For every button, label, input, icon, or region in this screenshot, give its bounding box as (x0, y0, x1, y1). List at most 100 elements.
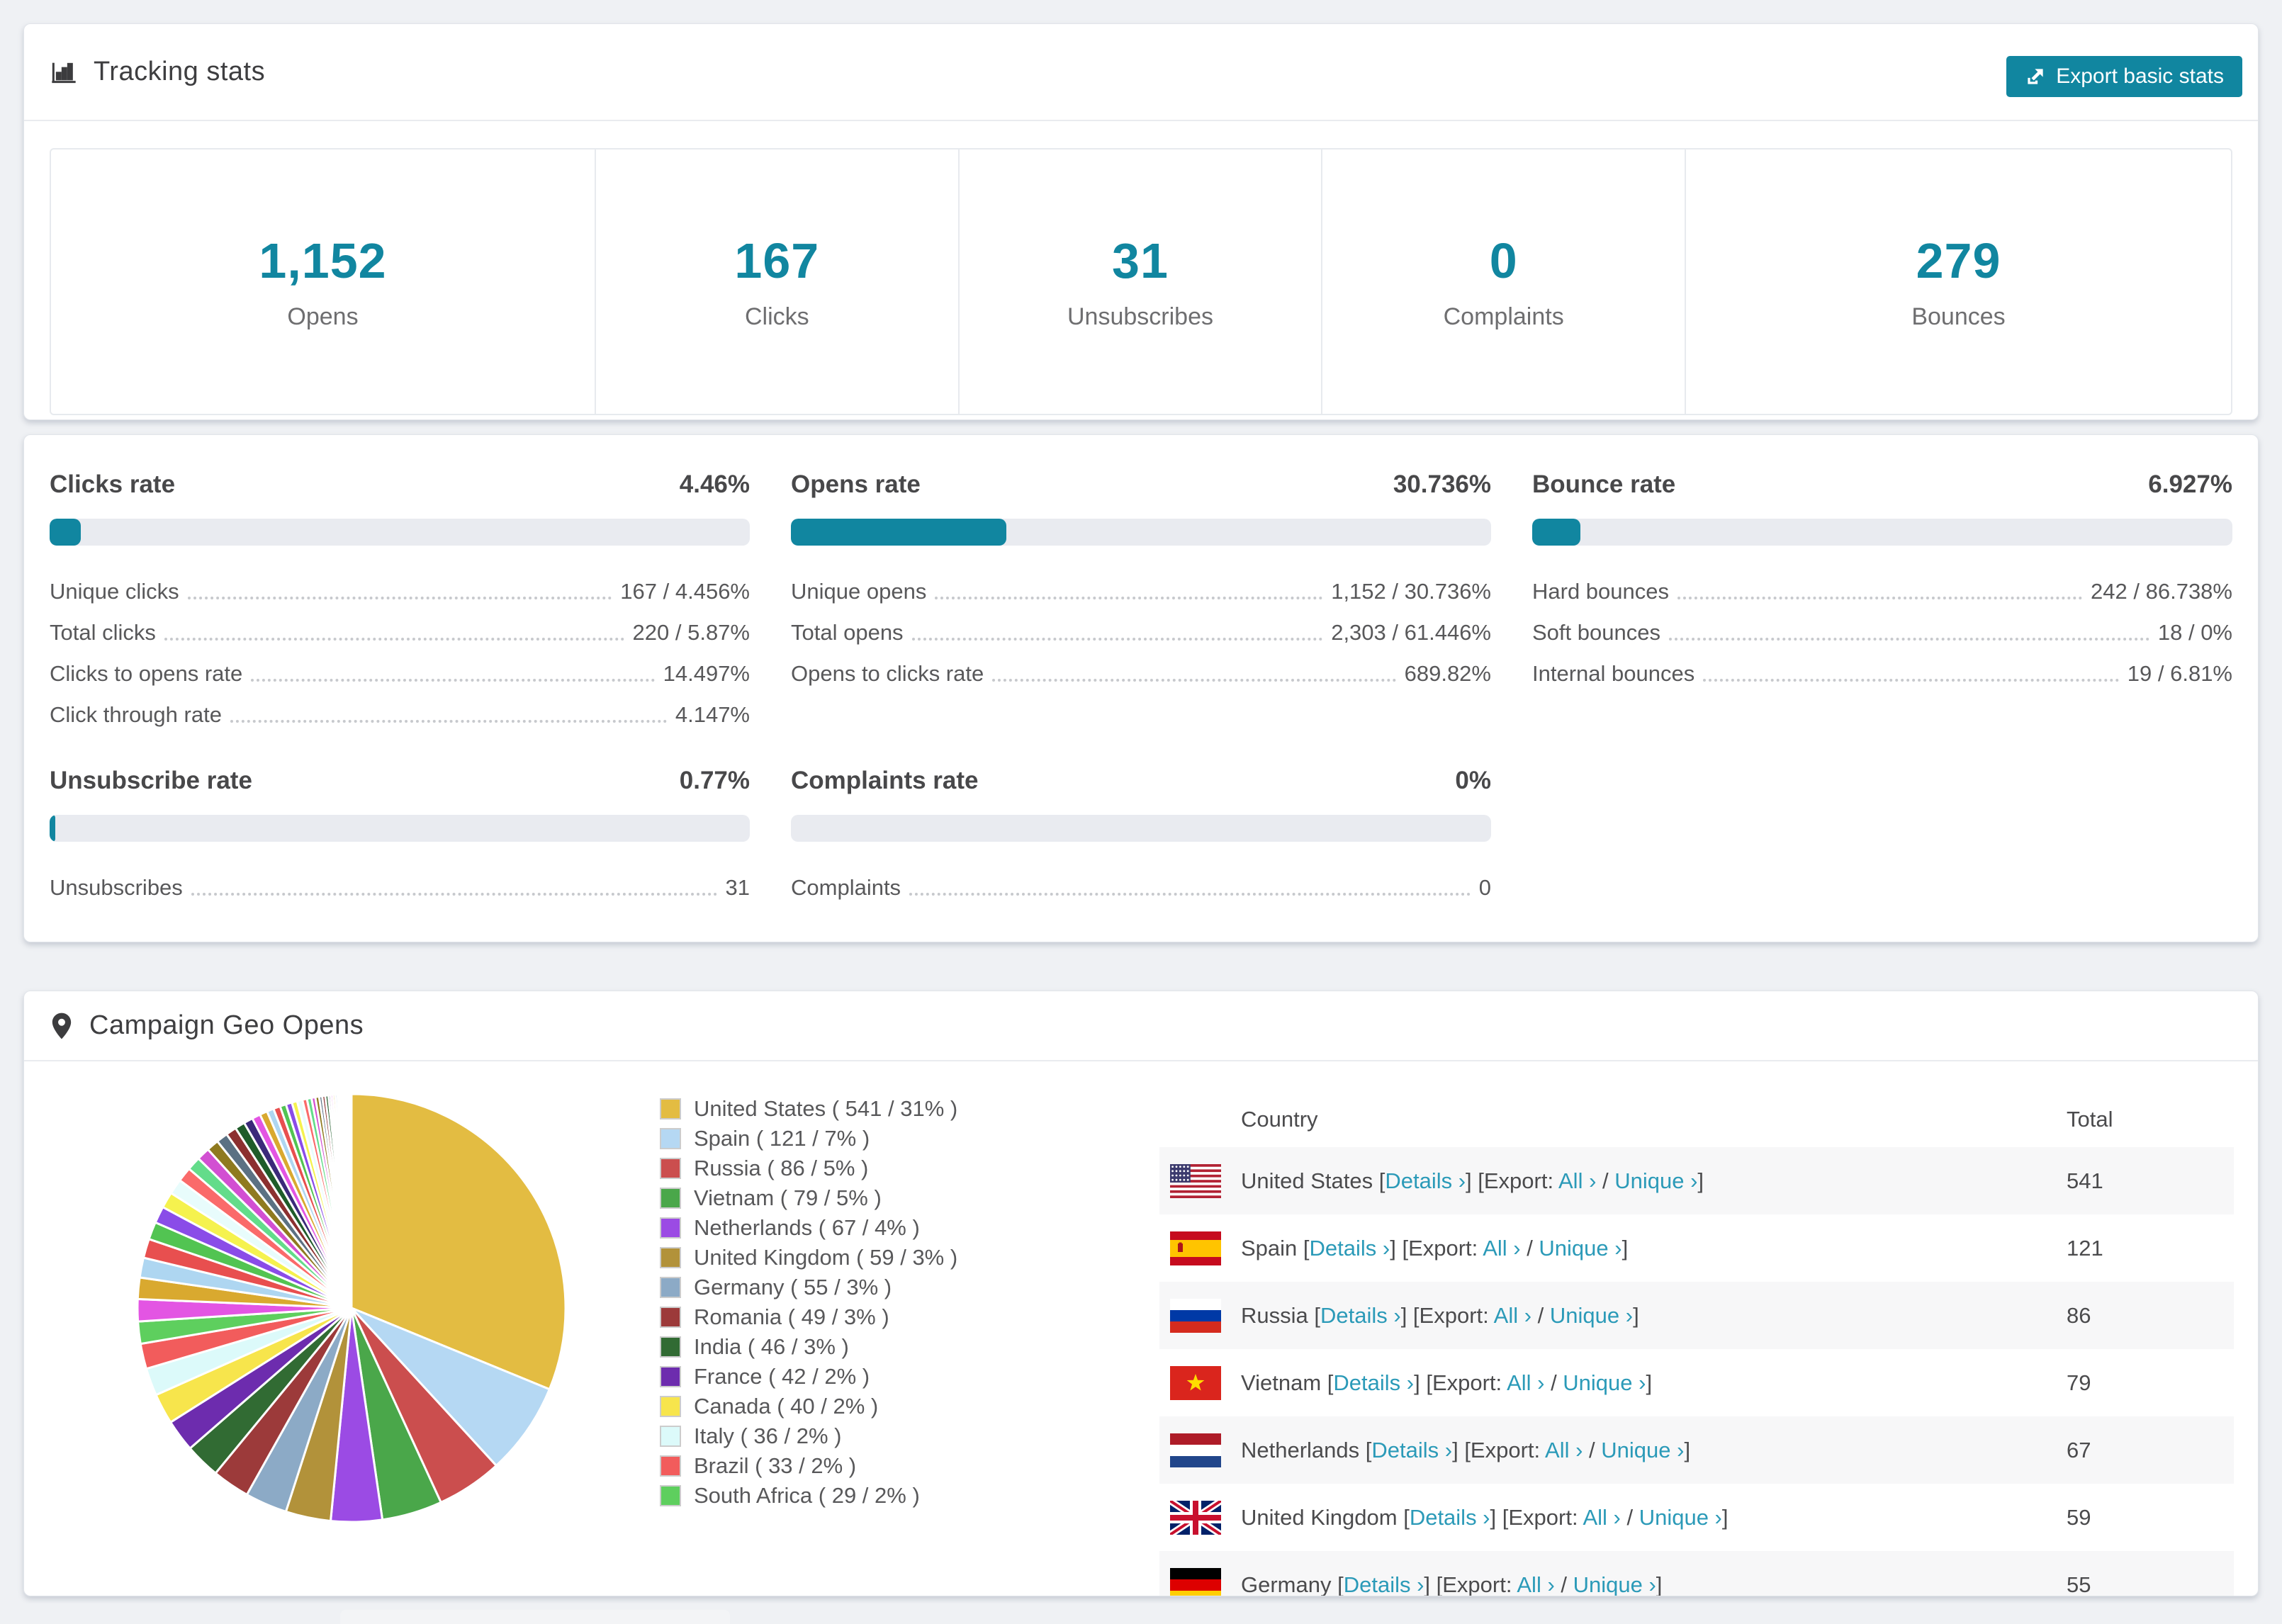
geo-table-row-germany: Germany [Details ›] [Export: All › / Uni… (1159, 1551, 2234, 1596)
export-unique-link[interactable]: Unique › (1573, 1572, 1656, 1596)
rate-progress-fill (1532, 519, 1581, 546)
country-name: Vietnam (1241, 1370, 1322, 1395)
detail-row-soft-bounces: Soft bounces 18 / 0% (1532, 612, 2232, 653)
geo-table: Country Total United States [Details ›] … (1159, 1092, 2234, 1596)
rate-header: Clicks rate 4.46% (50, 470, 750, 502)
legend-label: Romania ( 49 / 3% ) (694, 1304, 889, 1329)
export-unique-link[interactable]: Unique › (1614, 1168, 1698, 1193)
legend-label: France ( 42 / 2% ) (694, 1364, 870, 1389)
geo-header: Campaign Geo Opens (24, 991, 2258, 1061)
tracking-stats-header: Tracking stats Export basic stats (24, 24, 2258, 121)
geo-row-label: United Kingdom [Details ›] [Export: All … (1241, 1504, 1729, 1530)
geo-row-total: 67 (2067, 1437, 2091, 1462)
stat-card-clicks: 167 Clicks (596, 150, 960, 414)
rate-progress-fill (791, 519, 1006, 546)
dotted-leader (909, 893, 1471, 896)
legend-item-india: India ( 46 / 3% ) (660, 1332, 1142, 1362)
stat-value: 167 (734, 233, 820, 288)
rates-grid: Clicks rate 4.46% Unique clicks 167 / 4.456… (24, 435, 2258, 908)
stat-label: Clicks (744, 303, 809, 330)
stat-value: 31 (1112, 233, 1169, 288)
detail-value: 14.497% (663, 661, 750, 686)
details-link[interactable]: Details › (1343, 1572, 1424, 1596)
details-link[interactable]: Details › (1320, 1302, 1401, 1328)
detail-value: 31 (725, 875, 750, 900)
rate-progress-bar (791, 519, 1491, 546)
details-link[interactable]: Details › (1409, 1504, 1490, 1530)
stat-label: Bounces (1911, 303, 2006, 330)
flag-es-icon (1170, 1231, 1221, 1265)
flag-vn-icon (1170, 1365, 1221, 1400)
pie-slice-spain (350, 1307, 551, 1467)
below-fold-element (340, 1610, 730, 1624)
geo-row-label: Germany [Details ›] [Export: All › / Uni… (1241, 1572, 1663, 1596)
geo-table-row-united-states: United States [Details ›] [Export: All ›… (1159, 1147, 2234, 1214)
legend-label: India ( 46 / 3% ) (694, 1334, 849, 1359)
rate-details: Hard bounces 242 / 86.738% Soft bounces 18 … (1532, 571, 2232, 694)
rate-details: Unique clicks 167 / 4.456% Total clicks 220… (50, 571, 750, 735)
stat-card-opens: 1,152 Opens (51, 150, 596, 414)
export-basic-stats-button[interactable]: Export basic stats (2006, 56, 2242, 97)
legend-swatch (660, 1455, 681, 1477)
rate-block-clicks-rate: Clicks rate 4.46% Unique clicks 167 / 4.456… (50, 470, 750, 735)
details-link[interactable]: Details › (1385, 1168, 1466, 1193)
export-unique-link[interactable]: Unique › (1549, 1302, 1634, 1328)
rate-progress-fill (50, 519, 82, 546)
legend-swatch (660, 1158, 681, 1179)
export-all-link[interactable]: All › (1507, 1370, 1545, 1395)
dotted-leader (1703, 679, 2119, 682)
legend-label: Germany ( 55 / 3% ) (694, 1275, 892, 1299)
rate-value: 0.77% (679, 767, 750, 794)
detail-row-unsubscribes: Unsubscribes 31 (50, 867, 750, 908)
stat-value: 1,152 (259, 233, 387, 288)
detail-row-clicks-to-opens-rate: Clicks to opens rate 14.497% (50, 653, 750, 694)
legend-label: United Kingdom ( 59 / 3% ) (694, 1245, 958, 1270)
stat-value: 279 (1916, 233, 2001, 288)
details-link[interactable]: Details › (1333, 1370, 1415, 1395)
export-button-label: Export basic stats (2056, 64, 2224, 88)
legend-swatch (660, 1485, 681, 1506)
pie-slice-other (349, 1093, 353, 1309)
flag-us-icon (1170, 1163, 1221, 1198)
detail-value: 18 / 0% (2157, 620, 2232, 645)
detail-row-total-opens: Total opens 2,303 / 61.446% (791, 612, 1491, 653)
legend-swatch (660, 1307, 681, 1328)
export-unique-link[interactable]: Unique › (1539, 1235, 1622, 1261)
details-link[interactable]: Details › (1309, 1235, 1390, 1261)
export-all-link[interactable]: All › (1558, 1168, 1597, 1193)
rate-progress-fill (50, 815, 55, 842)
detail-label: Unsubscribes (50, 875, 183, 900)
dotted-leader (1668, 638, 2149, 641)
detail-row-total-clicks: Total clicks 220 / 5.87% (50, 612, 750, 653)
detail-value: 220 / 5.87% (632, 620, 750, 645)
stat-label: Complaints (1443, 303, 1564, 330)
country-name: Spain (1241, 1235, 1298, 1261)
export-all-link[interactable]: All › (1517, 1572, 1555, 1596)
export-unique-link[interactable]: Unique › (1563, 1370, 1646, 1395)
legend-item-united-kingdom: United Kingdom ( 59 / 3% ) (660, 1243, 1142, 1273)
export-all-link[interactable]: All › (1493, 1302, 1532, 1328)
legend-item-brazil: Brazil ( 33 / 2% ) (660, 1451, 1142, 1481)
legend-label: South Africa ( 29 / 2% ) (694, 1483, 920, 1508)
flag-gb-icon (1170, 1500, 1221, 1535)
rate-progress-bar (1532, 519, 2232, 546)
rate-value: 4.46% (679, 470, 750, 498)
country-name: United States (1241, 1168, 1373, 1193)
geo-row-total: 86 (2067, 1302, 2091, 1328)
export-all-link[interactable]: All › (1483, 1235, 1521, 1261)
detail-row-internal-bounces: Internal bounces 19 / 6.81% (1532, 653, 2232, 694)
detail-value: 242 / 86.738% (2091, 579, 2232, 604)
legend-swatch (660, 1098, 681, 1120)
details-link[interactable]: Details › (1371, 1437, 1453, 1462)
export-all-link[interactable]: All › (1545, 1437, 1583, 1462)
rate-progress-bar (50, 519, 750, 546)
export-unique-link[interactable]: Unique › (1639, 1504, 1722, 1530)
stat-card-complaints: 0 Complaints (1322, 150, 1686, 414)
stat-label: Unsubscribes (1067, 303, 1213, 330)
export-all-link[interactable]: All › (1583, 1504, 1621, 1530)
rate-block-complaints-rate: Complaints rate 0% Complaints 0 (791, 767, 1491, 908)
flag-nl-icon (1170, 1433, 1221, 1467)
geo-row-label: Netherlands [Details ›] [Export: All › /… (1241, 1437, 1691, 1462)
export-unique-link[interactable]: Unique › (1601, 1437, 1685, 1462)
detail-value: 167 / 4.456% (620, 579, 750, 604)
